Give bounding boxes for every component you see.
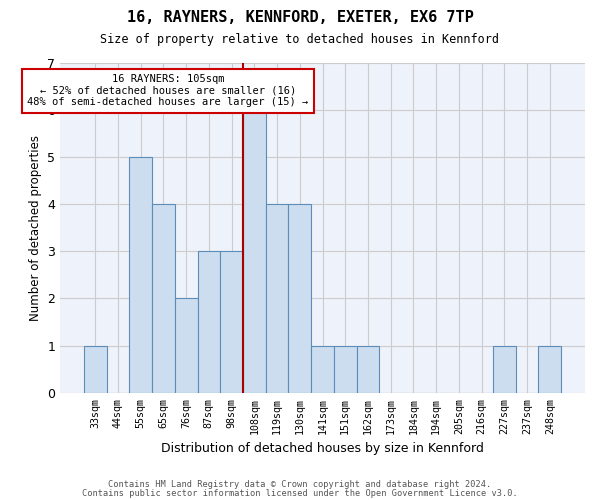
Text: 16 RAYNERS: 105sqm
← 52% of detached houses are smaller (16)
48% of semi-detache: 16 RAYNERS: 105sqm ← 52% of detached hou…	[28, 74, 308, 108]
Y-axis label: Number of detached properties: Number of detached properties	[29, 134, 41, 320]
Text: 16, RAYNERS, KENNFORD, EXETER, EX6 7TP: 16, RAYNERS, KENNFORD, EXETER, EX6 7TP	[127, 10, 473, 25]
Text: Size of property relative to detached houses in Kennford: Size of property relative to detached ho…	[101, 32, 499, 46]
Bar	[197, 251, 220, 393]
Bar	[175, 298, 197, 393]
Bar	[289, 204, 311, 393]
Text: Contains public sector information licensed under the Open Government Licence v3: Contains public sector information licen…	[82, 488, 518, 498]
Bar	[130, 157, 152, 393]
Bar	[356, 346, 379, 393]
Bar	[152, 204, 175, 393]
X-axis label: Distribution of detached houses by size in Kennford: Distribution of detached houses by size …	[161, 442, 484, 455]
Bar	[493, 346, 515, 393]
Bar	[311, 346, 334, 393]
Bar	[243, 110, 266, 393]
Bar	[334, 346, 356, 393]
Bar	[538, 346, 561, 393]
Bar	[84, 346, 107, 393]
Text: Contains HM Land Registry data © Crown copyright and database right 2024.: Contains HM Land Registry data © Crown c…	[109, 480, 491, 489]
Bar	[220, 251, 243, 393]
Bar	[266, 204, 289, 393]
